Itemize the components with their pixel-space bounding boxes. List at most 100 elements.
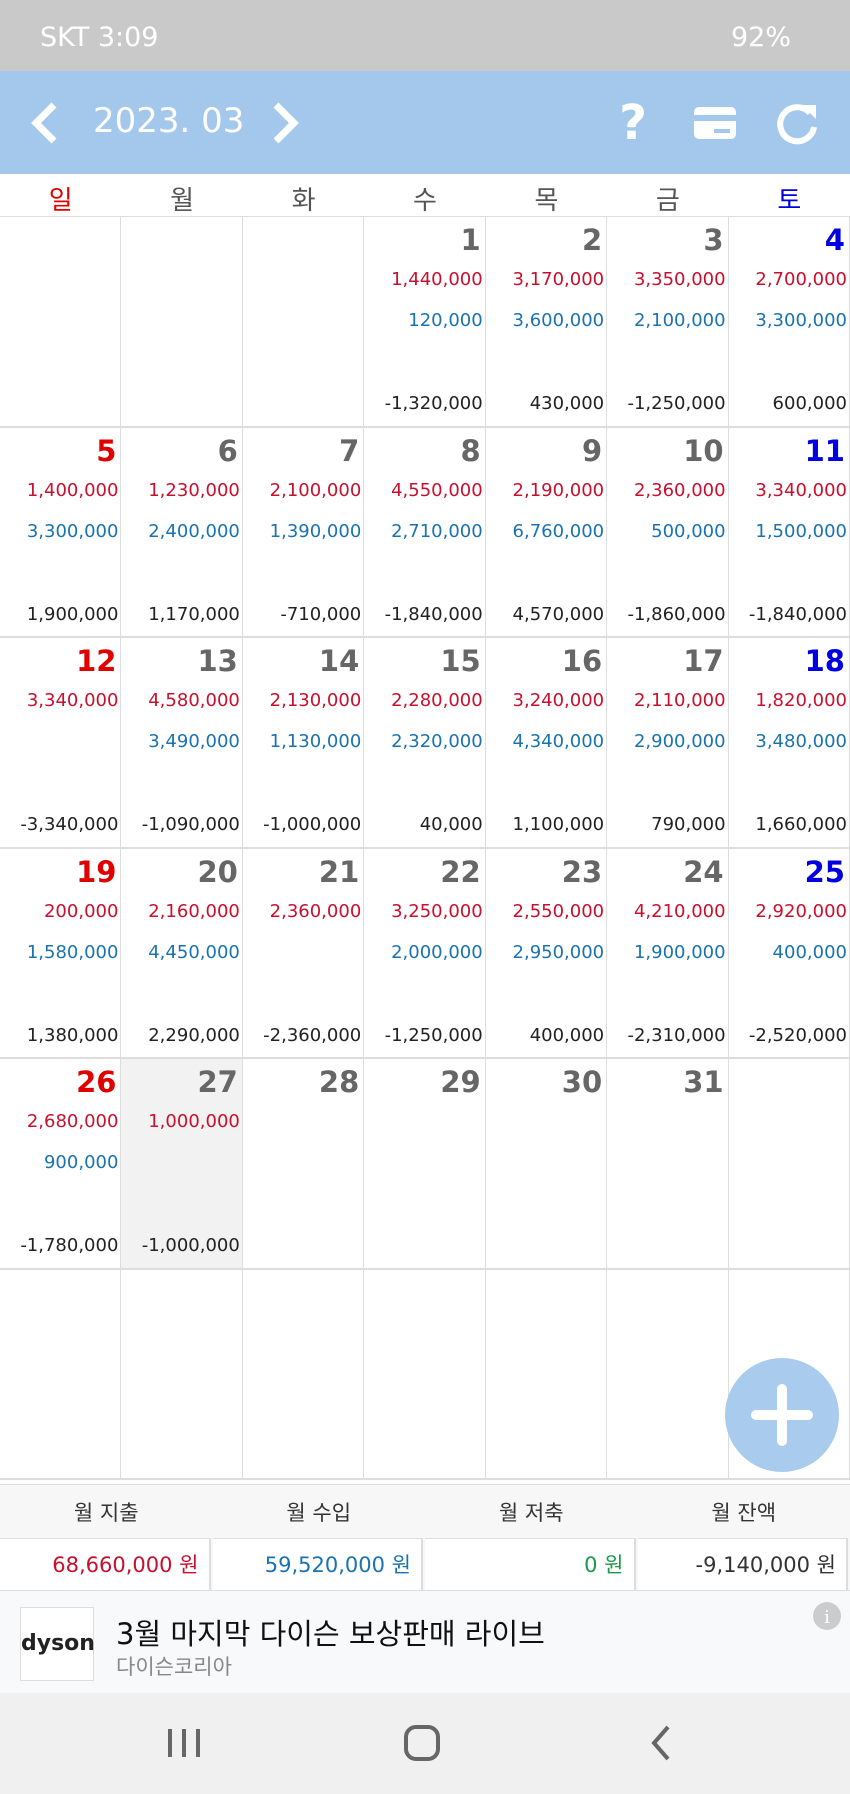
day-cell[interactable]: 4 2,700,000 3,300,000 600,000	[728, 217, 850, 428]
day-cell[interactable]: 24 4,210,000 1,900,000 -2,310,000	[607, 848, 729, 1059]
day-cell[interactable]: 30	[485, 1059, 608, 1270]
day-cell[interactable]: 16 3,240,000 4,340,000 1,100,000	[485, 638, 608, 849]
day-cell[interactable]	[242, 1269, 365, 1480]
day-income: 2,950,000	[512, 941, 605, 963]
day-expense: 2,160,000	[148, 900, 240, 922]
day-cell[interactable]: 10 2,360,000 500,000 -1,860,000	[607, 427, 729, 638]
day-cell[interactable]: 31	[607, 1059, 729, 1270]
day-number: 1	[460, 223, 481, 257]
ad-info[interactable]: i	[812, 1601, 842, 1631]
day-balance: 1,170,000	[148, 603, 240, 625]
day-cell[interactable]: 26 2,680,000 900,000 -1,780,000	[0, 1059, 122, 1270]
day-cell[interactable]: 21 2,360,000 -2,360,000	[242, 848, 365, 1059]
day-number: 14	[318, 644, 360, 678]
day-cell[interactable]: 15 2,280,000 2,320,000 40,000	[364, 638, 486, 849]
day-cell[interactable]	[242, 217, 365, 428]
weekday-label: 일	[48, 186, 73, 216]
day-cell[interactable]: 11 3,340,000 1,500,000 -1,840,000	[728, 427, 850, 638]
help-icon[interactable]: ?	[610, 97, 656, 147]
day-expense: 2,700,000	[755, 269, 847, 290]
day-cell[interactable]	[485, 1269, 608, 1480]
day-cell[interactable]: 8 4,550,000 2,710,000 -1,840,000	[364, 427, 486, 638]
day-cell[interactable]: 19 200,000 1,580,000 1,380,000	[0, 848, 122, 1059]
summary: 월 지출 68,660,000 원 월 수입 59,520,000 원 월 저축 0 원 월…	[0, 1484, 850, 1591]
day-cell[interactable]: 28	[242, 1059, 365, 1270]
day-number: 17	[683, 644, 724, 678]
day-cell[interactable]: 22 3,250,000 2,000,000 -1,250,000	[364, 848, 486, 1059]
day-expense: 2,360,000	[633, 479, 726, 501]
day-cell[interactable]: 3 3,350,000 2,100,000 -1,250,000	[607, 217, 729, 428]
nav-bar	[0, 1693, 850, 1794]
day-cell[interactable]	[364, 1269, 486, 1480]
day-balance: 400,000	[529, 1024, 605, 1046]
day-cell[interactable]: 25 2,920,000 400,000 -2,520,000	[728, 848, 850, 1059]
day-cell[interactable]: 6 1,230,000 2,400,000 1,170,000	[121, 427, 243, 638]
day-number: 24	[683, 854, 724, 889]
day-cell[interactable]: 12 3,340,000 -3,340,000	[0, 638, 122, 849]
card-icon[interactable]	[692, 105, 738, 141]
day-balance: -1,860,000	[627, 603, 726, 625]
day-cell[interactable]	[0, 1269, 122, 1480]
day-number: 4	[824, 223, 845, 257]
day-cell[interactable]: 27 1,000,000 -1,000,000	[121, 1059, 243, 1270]
day-cell[interactable]	[0, 217, 122, 428]
nav-recent[interactable]	[164, 1725, 204, 1761]
day-cell[interactable]: 14 2,130,000 1,130,000 -1,000,000	[242, 638, 365, 849]
day-income: 1,390,000	[269, 520, 362, 542]
day-cell[interactable]: 17 2,110,000 2,900,000 790,000	[607, 638, 729, 849]
day-balance: 40,000	[419, 814, 483, 835]
add-button[interactable]	[724, 1357, 840, 1473]
summary-label: 월 저축	[498, 1501, 564, 1525]
summary-label: 월 수입	[286, 1501, 352, 1525]
day-income: 900,000	[43, 1152, 119, 1173]
day-income: 1,130,000	[269, 731, 362, 752]
day-cell[interactable]: 1 1,440,000 120,000 -1,320,000	[364, 217, 486, 428]
day-cell[interactable]: 13 4,580,000 3,490,000 -1,090,000	[121, 638, 243, 849]
next-month[interactable]	[266, 99, 306, 147]
day-cell[interactable]: 2 3,170,000 3,600,000 430,000	[485, 217, 608, 428]
nav-home[interactable]	[402, 1723, 442, 1763]
day-cell[interactable]	[607, 1269, 729, 1480]
day-number: 29	[440, 1065, 481, 1099]
day-expense: 2,550,000	[512, 900, 605, 922]
weekday-divider	[0, 216, 850, 217]
day-cell[interactable]: 9 2,190,000 6,760,000 4,570,000	[485, 427, 608, 638]
day-cell[interactable]: 23 2,550,000 2,950,000 400,000	[485, 848, 608, 1059]
day-number: 25	[804, 854, 845, 889]
prev-month[interactable]	[24, 99, 64, 147]
day-cell[interactable]: 18 1,820,000 3,480,000 1,660,000	[728, 638, 850, 849]
app-header: 2023. 03 ?	[0, 71, 850, 174]
day-expense: 1,230,000	[148, 479, 240, 501]
day-income: 2,400,000	[148, 520, 240, 542]
day-income: 500,000	[651, 520, 726, 542]
day-balance: -2,360,000	[263, 1024, 362, 1046]
day-cell[interactable]: 29	[364, 1059, 486, 1270]
summary-label: 월 지출	[73, 1501, 139, 1525]
summary-value: 0 원	[425, 1538, 636, 1591]
day-expense: 3,170,000	[512, 269, 605, 290]
day-cell[interactable]	[121, 217, 243, 428]
day-cell[interactable]	[728, 1269, 850, 1480]
day-expense: 4,550,000	[391, 479, 483, 501]
ad-banner[interactable]: dyson 3월 마지막 다이슨 보상판매 라이브 다이슨코리아 i	[0, 1590, 850, 1694]
day-expense: 3,340,000	[26, 690, 119, 711]
refresh-icon[interactable]	[774, 99, 822, 147]
day-cell[interactable]	[728, 1059, 850, 1270]
day-income: 2,100,000	[633, 310, 726, 331]
day-balance: 1,380,000	[26, 1024, 119, 1046]
day-expense: 200,000	[43, 900, 119, 922]
day-expense: 3,240,000	[512, 690, 605, 711]
day-balance: 1,660,000	[755, 814, 847, 835]
day-cell[interactable]: 20 2,160,000 4,450,000 2,290,000	[121, 848, 243, 1059]
day-cell[interactable]: 7 2,100,000 1,390,000 -710,000	[242, 427, 365, 638]
day-balance: 430,000	[529, 393, 605, 414]
day-number: 9	[581, 433, 603, 468]
day-balance: -1,840,000	[748, 603, 847, 625]
summary-value: 59,520,000 원	[212, 1538, 423, 1591]
day-number: 21	[318, 854, 360, 889]
nav-back[interactable]	[646, 1723, 676, 1763]
day-balance: -1,090,000	[141, 814, 240, 835]
day-cell[interactable]: 5 1,400,000 3,300,000 1,900,000	[0, 427, 122, 638]
day-cell[interactable]	[121, 1269, 243, 1480]
